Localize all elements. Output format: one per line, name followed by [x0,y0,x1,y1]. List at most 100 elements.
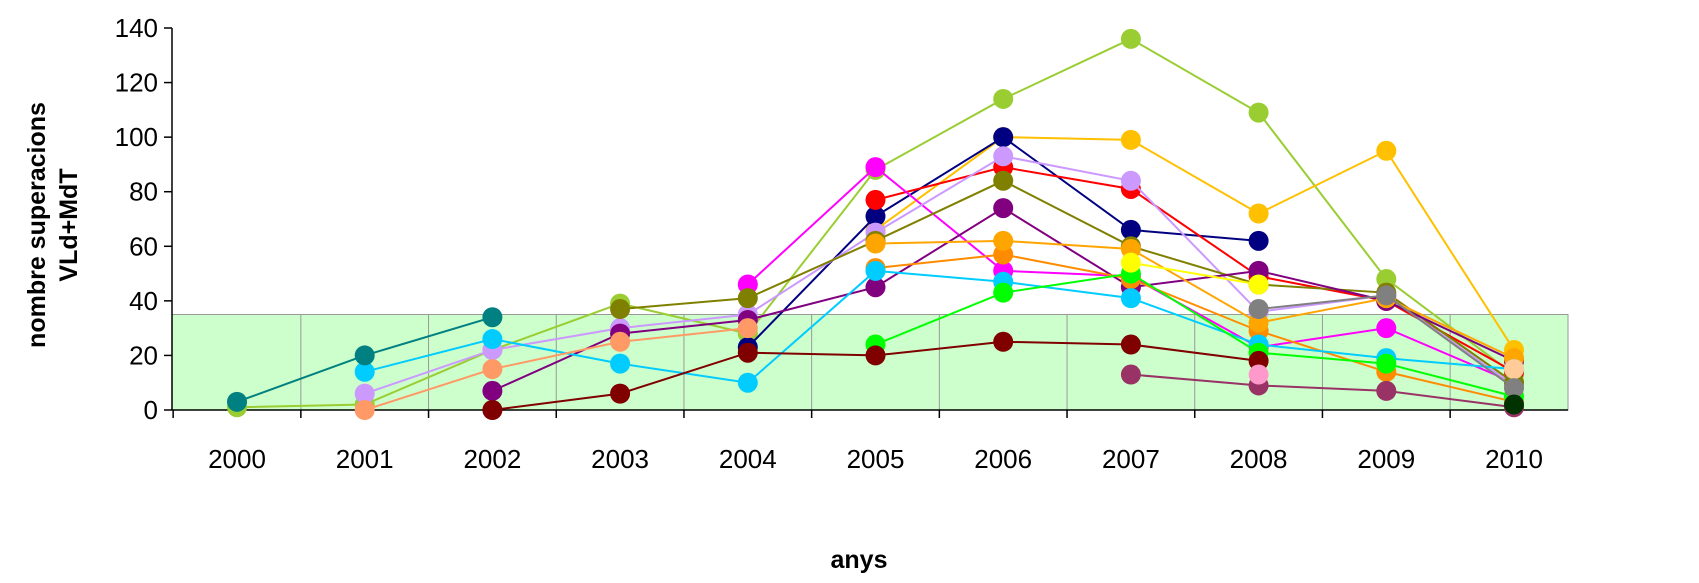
data-point [865,345,886,366]
data-point [1120,28,1141,49]
x-tick-label: 2010 [1485,444,1543,474]
x-tick-label: 2000 [208,444,266,474]
y-tick-label: 140 [115,13,158,43]
data-point [610,383,631,404]
series-18 [1248,364,1269,385]
x-tick-label: 2004 [719,444,777,474]
data-point [1120,364,1141,385]
data-point [737,318,758,339]
x-tick-label: 2005 [847,444,905,474]
data-point [993,146,1014,167]
y-axis-title: nombre superacions VLd+MdT [23,102,83,348]
data-point [1376,353,1397,374]
data-point [1504,378,1524,399]
series-12 [354,318,758,420]
data-point [354,383,375,404]
data-point [865,189,886,210]
series-20 [1248,285,1524,399]
data-point [993,230,1014,251]
data-point [737,342,758,363]
series-line [364,269,1515,384]
data-point [354,400,375,420]
y-tick-label: 20 [129,340,158,370]
x-tick-label: 2003 [591,444,649,474]
y-tick-label: 100 [115,122,158,152]
data-point [1120,288,1141,309]
data-point [865,206,886,227]
series-19 [1504,359,1524,380]
series-line [874,136,1515,351]
data-point [482,329,503,350]
data-point [993,198,1014,219]
series-line [1130,261,1259,286]
x-tick-label: 2007 [1102,444,1160,474]
data-point [1120,252,1141,273]
series-line [364,327,748,411]
data-point [865,277,886,298]
data-point [354,345,375,366]
y-tick-label: 60 [129,231,158,261]
data-point [482,400,503,420]
x-tick-label: 2001 [336,444,394,474]
data-point [1248,230,1269,251]
data-point [1504,394,1524,415]
axes [171,28,1568,411]
series-10 [865,230,1524,369]
series-line [875,253,1515,403]
series-line [875,166,1515,373]
data-point [354,361,375,382]
x-axis-ticks: 2000 2001 2002 2003 2004 2005 2006 2007 2008 2009… [172,410,1543,474]
y-axis-ticks: 0 20 40 60 80 100 120 140 [115,13,172,425]
data-point [737,288,758,309]
data-point [865,157,886,178]
series-line [364,155,1515,395]
data-point [610,299,631,320]
series-21 [1504,394,1524,415]
data-point [1248,203,1269,224]
x-axis-title: anys [831,546,888,574]
x-tick-label: 2009 [1357,444,1415,474]
y-tick-label: 40 [129,286,158,316]
data-point [482,380,503,401]
data-point [1376,285,1397,306]
y-tick-label: 0 [144,395,158,425]
series-line [620,179,1515,384]
series-13 [227,307,503,412]
series-17 [1120,252,1269,295]
data-point [1248,102,1269,123]
data-point [1248,364,1269,385]
data-point [610,353,631,374]
x-tick-label: 2002 [463,444,521,474]
data-point [1120,334,1141,355]
y-axis-title-line1: nombre superacions [23,102,51,348]
series-line [875,239,1515,360]
series-line [875,272,1515,398]
data-point [865,233,886,254]
data-point [1120,219,1141,240]
data-point [1376,140,1397,161]
series-line [1130,373,1515,409]
data-point [1248,299,1269,320]
data-point [1120,129,1141,150]
data-point [737,372,758,393]
data-point [482,307,503,328]
data-point [1248,274,1269,295]
data-point [1376,318,1397,339]
data-point [993,170,1014,191]
y-tick-label: 120 [115,68,158,98]
y-tick-label: 80 [129,177,158,207]
data-point [1504,359,1524,380]
data-point [227,391,247,412]
series-group [227,28,1524,420]
x-tick-label: 2008 [1230,444,1288,474]
data-point [1120,170,1141,191]
data-point [610,331,631,352]
data-point [993,282,1014,303]
series-15 [482,331,1269,420]
data-point [865,260,886,281]
data-point [993,88,1014,109]
x-tick-label: 2006 [974,444,1032,474]
y-axis-title-line2: VLd+MdT [55,168,83,281]
